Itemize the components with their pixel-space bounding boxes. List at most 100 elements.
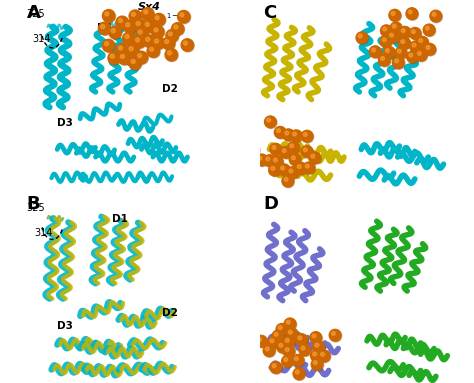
Circle shape [172,23,184,36]
Circle shape [283,176,294,188]
Circle shape [313,352,317,356]
Circle shape [258,337,262,342]
Circle shape [303,162,315,174]
Circle shape [285,348,289,352]
Circle shape [109,27,122,39]
Circle shape [131,59,135,64]
Circle shape [277,324,289,336]
Circle shape [270,143,282,155]
Circle shape [391,23,402,34]
Circle shape [383,46,395,58]
Circle shape [357,33,369,44]
Circle shape [270,339,274,343]
Circle shape [265,347,269,351]
Circle shape [297,165,301,169]
Text: D3: D3 [57,321,73,331]
Circle shape [426,46,430,49]
Circle shape [392,57,404,69]
Circle shape [273,331,284,343]
Circle shape [291,130,302,142]
Circle shape [178,11,191,24]
Circle shape [288,142,300,154]
Circle shape [381,36,392,48]
Circle shape [397,49,401,53]
Circle shape [288,168,299,179]
Circle shape [380,36,392,47]
Circle shape [302,131,314,143]
Circle shape [264,116,276,128]
Circle shape [285,339,289,342]
Circle shape [298,336,302,340]
Circle shape [180,13,184,17]
Circle shape [399,26,411,38]
Circle shape [131,12,136,16]
Circle shape [143,20,155,32]
Circle shape [138,30,142,34]
Circle shape [286,328,298,340]
Circle shape [116,16,128,28]
Circle shape [281,166,284,170]
Text: D: D [264,195,279,213]
Circle shape [181,39,193,51]
Circle shape [272,146,276,149]
Circle shape [383,27,387,31]
Circle shape [124,21,137,34]
Circle shape [295,370,299,374]
Circle shape [134,36,146,49]
Circle shape [393,57,405,69]
Circle shape [379,55,391,67]
Circle shape [103,10,116,23]
Circle shape [264,155,276,167]
Circle shape [278,326,282,329]
Circle shape [144,10,148,14]
Circle shape [119,53,131,65]
Circle shape [288,142,299,153]
Circle shape [276,129,281,133]
Circle shape [286,320,290,324]
Circle shape [319,350,330,362]
Text: 314: 314 [34,228,53,237]
Circle shape [279,343,283,347]
Text: 325: 325 [27,203,45,213]
Circle shape [166,49,178,62]
Circle shape [384,47,396,59]
Circle shape [129,58,142,70]
Circle shape [164,39,169,44]
Circle shape [412,43,416,47]
Circle shape [128,45,140,57]
Circle shape [163,38,175,50]
Circle shape [269,337,280,349]
Circle shape [331,332,335,336]
Circle shape [283,130,295,141]
Circle shape [287,329,299,340]
Circle shape [295,162,307,174]
Circle shape [168,32,173,36]
Circle shape [330,330,342,342]
Circle shape [283,356,294,368]
Circle shape [387,31,399,43]
Circle shape [272,364,276,368]
Circle shape [120,54,125,59]
Circle shape [358,34,362,38]
Circle shape [313,342,325,354]
Circle shape [256,336,268,348]
Circle shape [320,352,324,356]
Circle shape [282,175,294,187]
Circle shape [278,164,290,176]
Circle shape [248,156,260,168]
Circle shape [265,117,277,128]
Circle shape [399,38,410,49]
Circle shape [289,154,301,165]
Circle shape [102,10,115,22]
Circle shape [385,49,390,52]
Circle shape [153,38,165,50]
Circle shape [313,361,317,365]
Circle shape [356,32,368,44]
Circle shape [255,336,267,347]
Circle shape [296,334,308,346]
Text: C: C [264,4,277,22]
Circle shape [396,48,408,59]
Circle shape [152,37,164,49]
Circle shape [311,350,323,362]
Circle shape [303,148,307,152]
